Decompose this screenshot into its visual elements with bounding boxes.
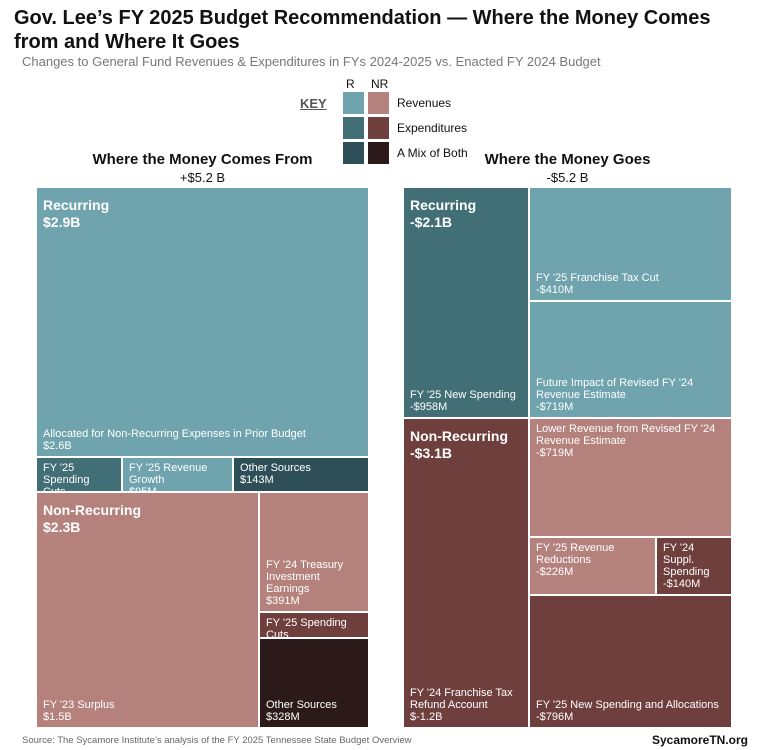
tile-label: FY '24 Suppl. Spending [663,542,710,578]
tile-label: Other Sources [240,462,311,474]
key-swatch [343,92,364,114]
tile-label: FY '23 Surplus [43,699,115,711]
key-label: Revenues [397,96,452,110]
group-value: $2.3B [43,519,81,535]
tile-label: Lower Revenue from Revised FY '24 Revenu… [536,423,716,447]
tile-value: $143M [240,474,274,486]
tile-label: FY '24 Treasury Investment Earnings [266,559,344,595]
key-title: KEY [300,96,327,111]
tile-value: $328M [266,711,300,723]
tile: FY '25 Revenue Reductions -$226M [529,537,656,595]
key-column: NR [371,77,389,91]
key-swatch [343,117,364,139]
group-name: Recurring [410,197,477,213]
panel-title: Where the Money Comes From [92,151,313,168]
tile: Lower Revenue from Revised FY '24 Revenu… [529,418,732,537]
tile-label: FY '25 Franchise Tax Cut [536,272,659,284]
tile-value: -$719M [536,447,574,459]
panel-total: -$5.2 B [546,170,589,185]
group-header: Recurring $2.9B [43,197,109,231]
tile: FY '25 Spending Cuts$44M [36,457,122,510]
tile-value: -$719M [536,401,574,413]
brand: SycamoreTN.org [651,733,748,747]
tile-label: Future Impact of Revised FY '24 Revenue … [536,377,694,401]
group-name: Recurring [43,197,110,213]
group-value: -$3.1B [410,445,453,461]
tile-label: Allocated for Non-Recurring Expenses in … [43,428,306,440]
key-swatch [368,92,389,114]
tile-label: FY '24 Franchise Tax Refund Account [410,687,513,711]
tile: Allocated for Non-Recurring Expenses in … [36,187,369,457]
group-header: Non-Recurring $2.3B [43,502,141,536]
title: Gov. Lee’s FY 2025 Budget Recommendation… [14,7,711,53]
group-header: Recurring -$2.1B [410,197,476,231]
tile-label: FY '25 New Spending [410,389,516,401]
tile-label: FY '25 New Spending and Allocations [536,699,719,711]
tile-value: -$410M [536,284,574,296]
tile: FY '23 Surplus $1.5B [36,492,259,728]
tile: FY '25 Revenue Growth$95M [122,457,233,498]
tile-value: $391M [266,595,300,607]
panel-title: Where the Money Goes [484,151,651,168]
tile-label: FY '25 Revenue Growth [129,462,208,486]
source: Source: The Sycamore Institute’s analysi… [22,735,412,746]
group-value: -$2.1B [410,214,453,230]
subtitle: Changes to General Fund Revenues & Expen… [22,54,601,69]
group-value: $2.9B [43,214,81,230]
tile: FY '25 New Spending and Allocations -$796… [529,595,732,728]
tile-label: Other Sources [266,699,337,711]
group-name: Non-Recurring [43,502,141,518]
tile-label: FY '25 Revenue Reductions [536,542,615,566]
tile: FY '25 Franchise Tax Cut -$410M [529,187,732,301]
tile-label: FY '25 Spending Cuts [43,462,90,498]
key-label: Expenditures [397,121,468,135]
tile-value: -$226M [536,566,574,578]
tile: FY '24 Suppl. Spending -$140M [656,537,732,595]
key-label: A Mix of Both [397,146,468,160]
tile: Other Sources $143M [233,457,369,492]
group-name: Non-Recurring [410,428,508,444]
tile: FY '24 Treasury Investment Earnings $391M [259,492,369,612]
group-header: Non-Recurring -$3.1B [410,428,508,462]
tile: Other Sources $328M [259,638,369,728]
key-column: R [346,77,355,91]
key-swatch [343,142,364,164]
tile-value: $-1.2B [410,711,443,723]
tile-value: -$958M [410,401,448,413]
tile: Future Impact of Revised FY '24 Revenue … [529,301,732,418]
tile: FY '25 New Spending -$958M [403,187,529,418]
tile-value: $2.6B [43,440,72,452]
tile-value: -$796M [536,711,574,723]
key-swatch [368,142,389,164]
tile-value: $1.5B [43,711,72,723]
key-swatch [368,117,389,139]
tile: FY '25 Spending Cuts$50M [259,612,369,653]
tile-value: -$140M [663,578,701,590]
panel-total: +$5.2 B [179,170,226,185]
tile: FY '24 Franchise Tax Refund Account $-1.2… [403,418,529,728]
